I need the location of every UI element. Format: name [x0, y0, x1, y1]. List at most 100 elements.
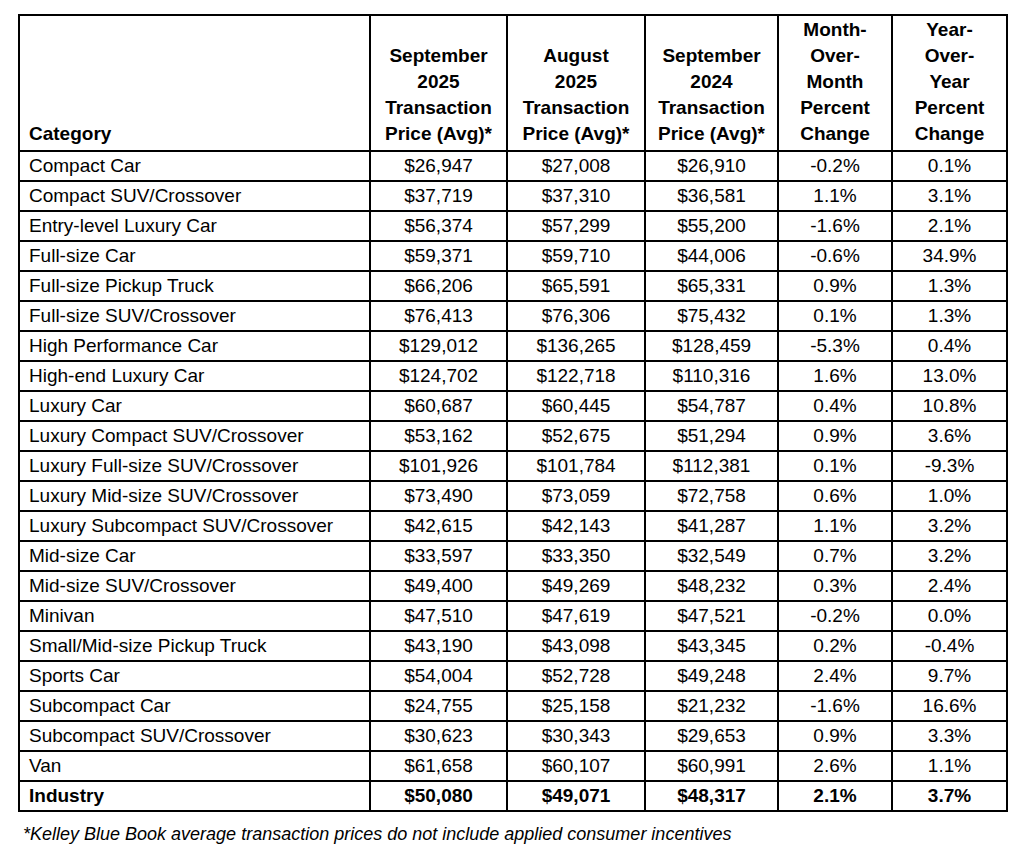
cell-mom: 0.4%: [778, 391, 892, 421]
cell-category: Entry-level Luxury Car: [19, 211, 370, 241]
column-header-mom-change: Month- Over- Month Percent Change: [778, 15, 892, 151]
cell-mom: 0.3%: [778, 571, 892, 601]
cell-category: Small/Mid-size Pickup Truck: [19, 631, 370, 661]
cell-aug2025: $52,675: [507, 421, 645, 451]
table-row: Mid-size Car$33,597$33,350$32,5490.7%3.2…: [19, 541, 1007, 571]
cell-sep2025: $60,687: [370, 391, 507, 421]
cell-category: Subcompact SUV/Crossover: [19, 721, 370, 751]
footnote: *Kelley Blue Book average transaction pr…: [23, 822, 731, 846]
cell-yoy: 9.7%: [892, 661, 1007, 691]
cell-sep2024: $60,991: [645, 751, 778, 781]
cell-aug2025: $57,299: [507, 211, 645, 241]
table-row: Luxury Subcompact SUV/Crossover$42,615$4…: [19, 511, 1007, 541]
cell-category: Sports Car: [19, 661, 370, 691]
table-row: Compact SUV/Crossover$37,719$37,310$36,5…: [19, 181, 1007, 211]
cell-yoy: -0.4%: [892, 631, 1007, 661]
cell-yoy: 1.0%: [892, 481, 1007, 511]
table-body: Compact Car$26,947$27,008$26,910-0.2%0.1…: [19, 151, 1007, 811]
cell-yoy: 3.6%: [892, 421, 1007, 451]
cell-mom: 1.1%: [778, 511, 892, 541]
table-row: Sports Car$54,004$52,728$49,2482.4%9.7%: [19, 661, 1007, 691]
cell-sep2025: $76,413: [370, 301, 507, 331]
cell-sep2025: $53,162: [370, 421, 507, 451]
cell-category: Luxury Subcompact SUV/Crossover: [19, 511, 370, 541]
cell-sep2024: $128,459: [645, 331, 778, 361]
cell-aug2025: $60,445: [507, 391, 645, 421]
cell-mom: 0.9%: [778, 721, 892, 751]
cell-category: Luxury Compact SUV/Crossover: [19, 421, 370, 451]
table-row-industry: Industry$50,080$49,071$48,3172.1%3.7%: [19, 781, 1007, 811]
cell-sep2025: $47,510: [370, 601, 507, 631]
cell-sep2025: $61,658: [370, 751, 507, 781]
cell-yoy: 10.8%: [892, 391, 1007, 421]
cell-yoy: 3.3%: [892, 721, 1007, 751]
table-row: Luxury Compact SUV/Crossover$53,162$52,6…: [19, 421, 1007, 451]
table-row: Luxury Full-size SUV/Crossover$101,926$1…: [19, 451, 1007, 481]
cell-aug2025: $30,343: [507, 721, 645, 751]
cell-sep2025: $50,080: [370, 781, 507, 811]
cell-mom: 2.1%: [778, 781, 892, 811]
column-header-yoy-change: Year- Over- Year Percent Change: [892, 15, 1007, 151]
cell-sep2024: $55,200: [645, 211, 778, 241]
cell-sep2025: $56,374: [370, 211, 507, 241]
table-row: Compact Car$26,947$27,008$26,910-0.2%0.1…: [19, 151, 1007, 181]
cell-category: Industry: [19, 781, 370, 811]
cell-sep2025: $33,597: [370, 541, 507, 571]
cell-yoy: 1.3%: [892, 301, 1007, 331]
cell-category: Van: [19, 751, 370, 781]
cell-aug2025: $49,071: [507, 781, 645, 811]
cell-mom: 0.1%: [778, 301, 892, 331]
cell-mom: 1.6%: [778, 361, 892, 391]
cell-sep2025: $30,623: [370, 721, 507, 751]
table-row: Van$61,658$60,107$60,9912.6%1.1%: [19, 751, 1007, 781]
cell-aug2025: $101,784: [507, 451, 645, 481]
cell-sep2024: $36,581: [645, 181, 778, 211]
cell-aug2025: $42,143: [507, 511, 645, 541]
cell-sep2025: $101,926: [370, 451, 507, 481]
table-row: High-end Luxury Car$124,702$122,718$110,…: [19, 361, 1007, 391]
column-header-august-2025: August 2025 Transaction Price (Avg)*: [507, 15, 645, 151]
cell-mom: 2.6%: [778, 751, 892, 781]
cell-mom: -1.6%: [778, 211, 892, 241]
cell-sep2025: $42,615: [370, 511, 507, 541]
cell-aug2025: $49,269: [507, 571, 645, 601]
cell-mom: -0.2%: [778, 151, 892, 181]
column-header-category: Category: [19, 15, 370, 151]
cell-sep2025: $37,719: [370, 181, 507, 211]
cell-mom: 0.9%: [778, 271, 892, 301]
cell-yoy: 2.4%: [892, 571, 1007, 601]
cell-yoy: 0.0%: [892, 601, 1007, 631]
cell-category: Minivan: [19, 601, 370, 631]
cell-sep2024: $48,232: [645, 571, 778, 601]
cell-sep2025: $24,755: [370, 691, 507, 721]
cell-sep2025: $49,400: [370, 571, 507, 601]
cell-category: Subcompact Car: [19, 691, 370, 721]
cell-sep2024: $51,294: [645, 421, 778, 451]
table-row: Full-size SUV/Crossover$76,413$76,306$75…: [19, 301, 1007, 331]
table-row: Luxury Mid-size SUV/Crossover$73,490$73,…: [19, 481, 1007, 511]
cell-sep2024: $26,910: [645, 151, 778, 181]
cell-yoy: 2.1%: [892, 211, 1007, 241]
cell-sep2024: $32,549: [645, 541, 778, 571]
table-row: High Performance Car$129,012$136,265$128…: [19, 331, 1007, 361]
table-row: Small/Mid-size Pickup Truck$43,190$43,09…: [19, 631, 1007, 661]
column-header-september-2025: September 2025 Transaction Price (Avg)*: [370, 15, 507, 151]
cell-sep2024: $47,521: [645, 601, 778, 631]
cell-sep2024: $75,432: [645, 301, 778, 331]
cell-yoy: 0.1%: [892, 151, 1007, 181]
cell-category: Full-size Pickup Truck: [19, 271, 370, 301]
cell-aug2025: $60,107: [507, 751, 645, 781]
cell-mom: 0.1%: [778, 451, 892, 481]
cell-sep2025: $54,004: [370, 661, 507, 691]
table-row: Subcompact Car$24,755$25,158$21,232-1.6%…: [19, 691, 1007, 721]
cell-yoy: 13.0%: [892, 361, 1007, 391]
cell-yoy: 3.2%: [892, 511, 1007, 541]
cell-yoy: 16.6%: [892, 691, 1007, 721]
cell-category: Compact SUV/Crossover: [19, 181, 370, 211]
cell-yoy: 0.4%: [892, 331, 1007, 361]
cell-category: Full-size Car: [19, 241, 370, 271]
cell-aug2025: $52,728: [507, 661, 645, 691]
cell-yoy: 34.9%: [892, 241, 1007, 271]
cell-sep2024: $72,758: [645, 481, 778, 511]
cell-category: Full-size SUV/Crossover: [19, 301, 370, 331]
